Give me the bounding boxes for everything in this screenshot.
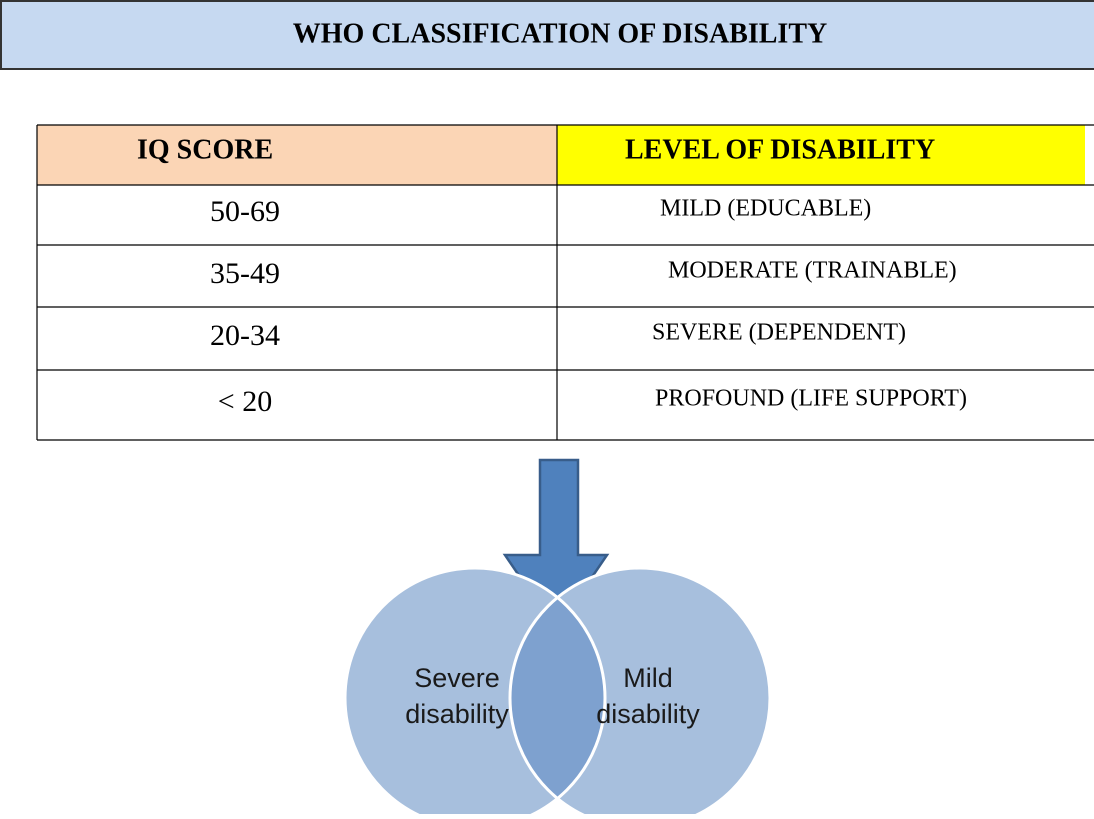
circle-label: disability bbox=[596, 699, 700, 729]
circle-outline bbox=[508, 566, 772, 819]
disability-level: MODERATE (TRAINABLE) bbox=[668, 258, 957, 284]
disability-level: PROFOUND (LIFE SUPPORT) bbox=[655, 386, 967, 412]
table-body: 50-69 MILD (EDUCABLE) 35-49 MODERATE (TRAIN… bbox=[210, 195, 967, 418]
circle-label: Mild bbox=[623, 663, 673, 693]
header-cell bbox=[37, 125, 557, 185]
iq-score: 20-34 bbox=[210, 319, 280, 352]
disability-level: MILD (EDUCABLE) bbox=[660, 196, 871, 222]
title: WHO CLASSIFICATION OF DISABILITY bbox=[293, 18, 827, 49]
title-box bbox=[0, 0, 1094, 70]
iq-score: < 20 bbox=[218, 385, 272, 418]
circle-label: Severe bbox=[414, 663, 500, 693]
column-header: IQ SCORE bbox=[137, 134, 273, 165]
header-cell bbox=[557, 125, 1085, 185]
iq-score: 35-49 bbox=[210, 257, 280, 290]
disability-level: SEVERE (DEPENDENT) bbox=[652, 320, 906, 346]
circle-outline bbox=[343, 566, 607, 819]
iq-score: 50-69 bbox=[210, 195, 280, 228]
column-header: LEVEL OF DISABILITY bbox=[625, 134, 935, 165]
overlap bbox=[510, 568, 605, 819]
table-borders bbox=[36, 124, 1094, 441]
circle-label: disability bbox=[405, 699, 509, 729]
